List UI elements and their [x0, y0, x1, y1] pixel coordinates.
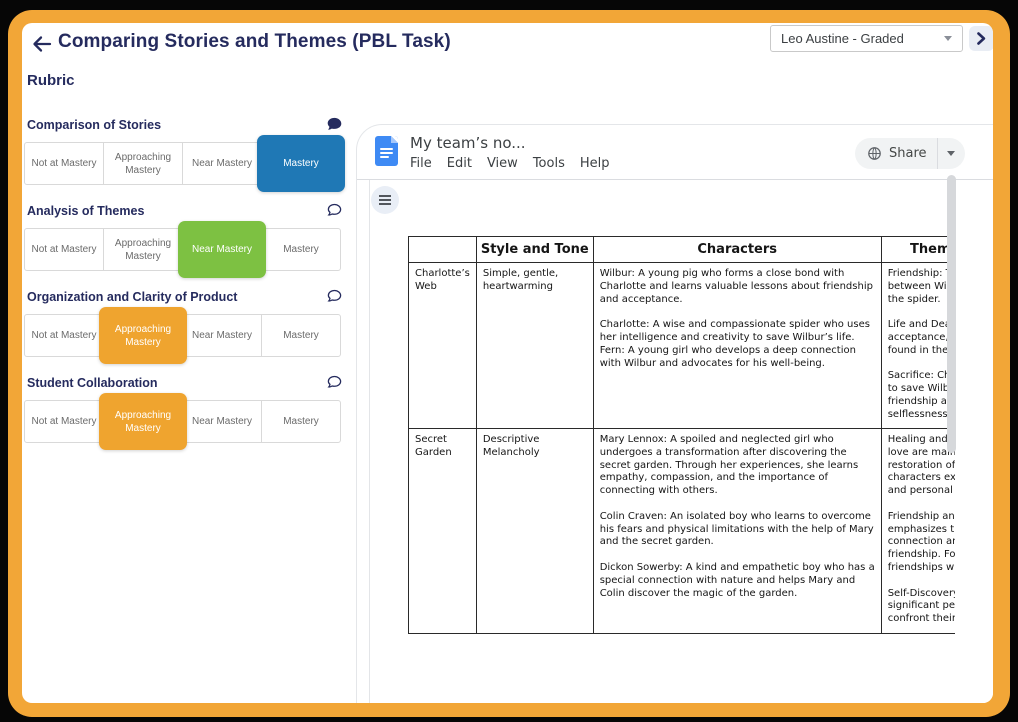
criterion-label: Student Collaboration — [27, 376, 158, 390]
rating-not-at-mastery[interactable]: Not at Mastery — [24, 400, 104, 443]
chevron-right-icon — [977, 32, 986, 45]
comment-icon-outline[interactable] — [326, 288, 343, 305]
rating-approaching-mastery-selected[interactable]: Approaching Mastery — [99, 393, 187, 450]
criterion-label: Comparison of Stories — [27, 118, 162, 132]
rating-near-mastery-selected[interactable]: Near Mastery — [178, 221, 266, 278]
menu-view[interactable]: View — [486, 156, 518, 171]
share-dropdown-button[interactable] — [938, 151, 965, 156]
cell-book: Charlotte’s Web — [408, 262, 477, 429]
doc-scrollbar-thumb[interactable] — [947, 175, 956, 453]
share-button[interactable]: Share — [855, 138, 965, 169]
table-row-secret-garden: Secret Garden Descriptive Melancholy Mar… — [408, 428, 955, 634]
rating-mastery[interactable]: Mastery — [261, 228, 341, 271]
share-label: Share — [889, 146, 927, 161]
rating-approaching-mastery[interactable]: Approaching Mastery — [103, 142, 183, 185]
comment-icon-outline[interactable] — [326, 374, 343, 391]
cell-themes: Friendship: There’s between Wilbur the t… — [880, 262, 955, 429]
menu-tools[interactable]: Tools — [532, 156, 565, 171]
back-arrow-icon — [33, 36, 52, 52]
rating-not-at-mastery[interactable]: Not at Mastery — [24, 228, 104, 271]
rating-approaching-mastery[interactable]: Approaching Mastery — [103, 228, 183, 271]
criterion-label: Analysis of Themes — [27, 204, 145, 218]
comment-icon-filled[interactable] — [326, 116, 343, 133]
comparison-table: Style and Tone Characters Themes Charlot… — [408, 236, 955, 634]
rating-near-mastery[interactable]: Near Mastery — [182, 400, 262, 443]
doc-menubar: File Edit View Tools Help — [410, 156, 609, 171]
rating-scale: Not at Mastery Approaching Mastery Near … — [24, 307, 341, 364]
cell-style-tone: Descriptive Melancholy — [475, 428, 594, 634]
google-docs-icon — [375, 136, 398, 166]
header-themes: Themes — [880, 236, 955, 263]
rating-near-mastery[interactable]: Near Mastery — [182, 142, 262, 185]
rating-not-at-mastery[interactable]: Not at Mastery — [24, 314, 104, 357]
header-book — [408, 236, 477, 263]
cell-style-tone: Simple, gentle, heartwarming — [475, 262, 594, 429]
rubric-heading: Rubric — [27, 72, 75, 89]
doc-page: Style and Tone Characters Themes Charlot… — [370, 180, 955, 703]
menu-file[interactable]: File — [410, 156, 432, 171]
header-characters: Characters — [592, 236, 882, 263]
student-dropdown-value: Leo Austine - Graded — [781, 31, 904, 46]
rating-mastery[interactable]: Mastery — [261, 400, 341, 443]
doc-page-left-edge — [369, 180, 370, 703]
rating-approaching-mastery-selected[interactable]: Approaching Mastery — [99, 307, 187, 364]
header-style-tone: Style and Tone — [475, 236, 594, 263]
cell-book: Secret Garden — [408, 428, 477, 634]
rating-mastery[interactable]: Mastery — [261, 314, 341, 357]
doc-header-divider — [357, 179, 993, 180]
criterion-label: Organization and Clarity of Product — [27, 290, 238, 304]
table-row-charlottes-web: Charlotte’s Web Simple, gentle, heartwar… — [408, 262, 955, 429]
cell-characters: Wilbur: A young pig who forms a close bo… — [592, 262, 882, 429]
doc-title[interactable]: My team’s no... — [410, 134, 526, 152]
comment-icon-outline[interactable] — [326, 202, 343, 219]
rating-mastery-selected[interactable]: Mastery — [257, 135, 345, 192]
doc-outline-button[interactable] — [371, 186, 399, 214]
caret-down-icon — [946, 151, 955, 156]
caret-down-icon — [944, 36, 952, 41]
share-divider — [936, 138, 938, 169]
globe-icon — [868, 147, 881, 160]
rating-scale: Not at Mastery Approaching Mastery Near … — [24, 135, 345, 192]
menu-edit[interactable]: Edit — [446, 156, 472, 171]
back-button[interactable] — [30, 32, 54, 56]
grading-window: Comparing Stories and Themes (PBL Task) … — [22, 23, 993, 703]
menu-help[interactable]: Help — [579, 156, 610, 171]
rating-scale: Not at Mastery Approaching Mastery Near … — [24, 393, 341, 450]
rating-not-at-mastery[interactable]: Not at Mastery — [24, 142, 104, 185]
page-title: Comparing Stories and Themes (PBL Task) — [58, 31, 451, 52]
next-student-button[interactable] — [969, 26, 993, 51]
rating-scale: Not at Mastery Approaching Mastery Near … — [24, 221, 341, 278]
rating-near-mastery[interactable]: Near Mastery — [182, 314, 262, 357]
student-dropdown[interactable]: Leo Austine - Graded — [770, 25, 963, 52]
window-frame: Comparing Stories and Themes (PBL Task) … — [8, 10, 1010, 717]
doc-embed-card: My team’s no... File Edit View Tools Hel… — [356, 124, 993, 703]
table-header-row: Style and Tone Characters Themes — [408, 236, 955, 263]
cell-characters: Mary Lennox: A spoiled and neglected gir… — [592, 428, 882, 634]
doc-icon-fold — [391, 136, 398, 143]
